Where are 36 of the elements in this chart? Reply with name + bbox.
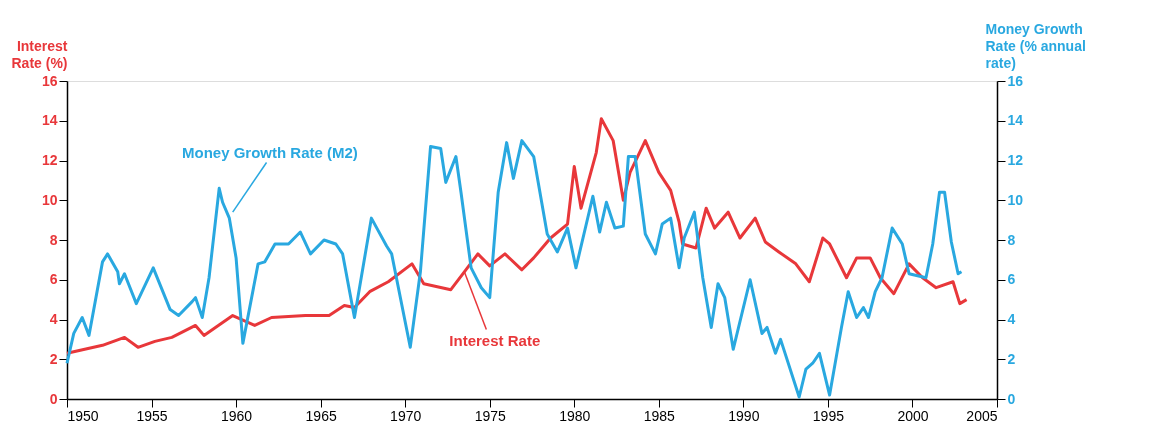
y-tick-label: 12 [41,152,58,168]
y2-tick-label: 8 [1007,231,1016,248]
x-tick-label: 1970 [390,407,422,424]
y-tick-label: 8 [49,231,58,248]
y-tick-label: 16 [41,72,58,89]
y-tick-label: 2 [49,350,58,367]
x-tick-label: 1950 [67,407,99,424]
y2-tick-label: 16 [1007,72,1024,89]
y-tick-label: 0 [49,390,58,407]
y2-tick-label: 14 [1007,112,1024,129]
x-tick-label: 1990 [728,407,760,424]
y2-tick-label: 2 [1007,350,1016,367]
annotation: Money Growth Rate (M2) [181,143,358,161]
line-series [65,117,969,355]
y2-tick-label: 12 [1007,152,1024,168]
annotation: Interest Rate [449,332,541,350]
y-axis-title: Interest Rate (%) [11,37,68,71]
x-tick-label: 2005 [966,407,998,424]
x-tick-label: 1960 [221,407,253,424]
x-tick-label: 1975 [474,407,507,424]
y2-axis-title: Money Growth Rate (% annual rate) [985,20,1086,71]
line-series [65,139,963,399]
y-tick-label: 14 [41,112,58,129]
x-tick-label: 1955 [136,407,168,424]
x-tick-label: 1985 [643,407,676,424]
y2-tick-label: 4 [1007,311,1016,327]
x-tick-label: 1965 [305,407,337,424]
y-tick-label: 4 [49,311,58,327]
y2-tick-label: 6 [1007,271,1016,288]
x-tick-label: 2000 [897,407,929,424]
y-tick-label: 6 [49,271,58,288]
y2-tick-label: 0 [1007,390,1016,407]
y-tick-label: 10 [41,191,58,208]
x-tick-label: 1995 [812,407,845,424]
x-tick-label: 1980 [559,407,591,424]
y2-tick-label: 10 [1007,191,1024,208]
